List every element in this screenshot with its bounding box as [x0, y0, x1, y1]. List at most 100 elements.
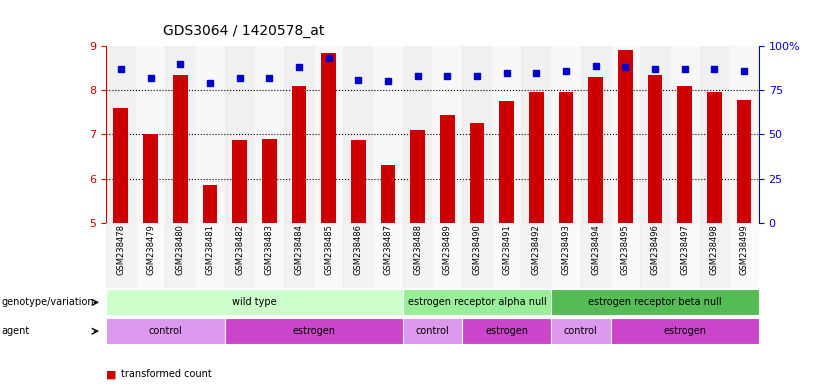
Bar	[173, 75, 188, 223]
Text: estrogen: estrogen	[292, 326, 335, 336]
Bar	[462, 223, 492, 288]
Bar	[618, 50, 632, 223]
Bar	[380, 166, 396, 223]
Bar	[462, 318, 551, 344]
Bar	[262, 139, 277, 223]
Bar	[255, 46, 284, 223]
Text: GSM238496: GSM238496	[650, 224, 659, 275]
Bar	[284, 46, 314, 223]
Text: estrogen receptor alpha null: estrogen receptor alpha null	[408, 297, 547, 307]
Bar	[284, 223, 314, 288]
Bar	[166, 46, 195, 223]
Text: estrogen: estrogen	[486, 326, 528, 336]
Bar	[551, 290, 759, 315]
Bar	[202, 185, 217, 223]
Bar	[469, 123, 485, 223]
Bar	[610, 318, 759, 344]
Text: GSM238499: GSM238499	[739, 224, 748, 275]
Text: GSM238492: GSM238492	[532, 224, 541, 275]
Bar	[373, 46, 403, 223]
Bar	[551, 318, 610, 344]
Text: GSM238488: GSM238488	[413, 224, 422, 275]
Text: GSM238495: GSM238495	[621, 224, 630, 275]
Text: GSM238498: GSM238498	[710, 224, 719, 275]
Bar	[373, 223, 403, 288]
Bar	[462, 46, 492, 223]
Bar	[699, 223, 730, 288]
Text: GSM238479: GSM238479	[146, 224, 155, 275]
Text: estrogen: estrogen	[663, 326, 706, 336]
Bar	[641, 223, 670, 288]
Bar	[440, 114, 455, 223]
Bar	[499, 101, 514, 223]
Text: control: control	[149, 326, 182, 336]
Bar	[730, 46, 759, 223]
Bar	[195, 46, 224, 223]
Text: GSM238482: GSM238482	[235, 224, 244, 275]
Bar	[106, 318, 224, 344]
Bar	[581, 223, 610, 288]
Bar	[106, 46, 135, 223]
Bar	[403, 46, 432, 223]
Bar	[135, 223, 166, 288]
Bar	[670, 46, 699, 223]
Bar	[403, 318, 462, 344]
Text: control: control	[564, 326, 597, 336]
Bar	[648, 75, 663, 223]
Bar	[166, 223, 195, 288]
Bar	[610, 223, 641, 288]
Bar	[670, 223, 699, 288]
Bar	[224, 223, 255, 288]
Bar	[344, 46, 373, 223]
Bar	[403, 290, 551, 315]
Text: GDS3064 / 1420578_at: GDS3064 / 1420578_at	[163, 25, 325, 38]
Bar	[255, 223, 284, 288]
Text: GSM238484: GSM238484	[295, 224, 304, 275]
Text: ■: ■	[106, 369, 117, 379]
Bar	[224, 46, 255, 223]
Bar	[529, 93, 543, 223]
Bar	[521, 46, 551, 223]
Bar	[559, 93, 574, 223]
Bar	[113, 108, 128, 223]
Bar	[195, 223, 224, 288]
Text: GSM238489: GSM238489	[443, 224, 452, 275]
Text: GSM238491: GSM238491	[502, 224, 511, 275]
Text: GSM238494: GSM238494	[591, 224, 601, 275]
Bar	[314, 223, 344, 288]
Text: agent: agent	[2, 326, 30, 336]
Bar	[432, 223, 462, 288]
Bar	[730, 223, 759, 288]
Text: GSM238486: GSM238486	[354, 224, 363, 275]
Bar	[588, 77, 603, 223]
Text: GSM238487: GSM238487	[384, 224, 392, 275]
Bar	[641, 46, 670, 223]
Text: estrogen receptor beta null: estrogen receptor beta null	[588, 297, 722, 307]
Bar	[233, 140, 247, 223]
Bar	[677, 86, 692, 223]
Text: GSM238490: GSM238490	[472, 224, 481, 275]
Text: control: control	[415, 326, 450, 336]
Bar	[106, 223, 135, 288]
Bar	[291, 86, 306, 223]
Bar	[344, 223, 373, 288]
Text: GSM238493: GSM238493	[561, 224, 570, 275]
Bar	[410, 130, 425, 223]
Text: transformed count: transformed count	[121, 369, 211, 379]
Text: GSM238478: GSM238478	[117, 224, 126, 275]
Text: GSM238497: GSM238497	[681, 224, 690, 275]
Bar	[403, 223, 432, 288]
Bar	[143, 134, 158, 223]
Bar	[492, 46, 521, 223]
Text: GSM238483: GSM238483	[264, 224, 274, 275]
Bar	[707, 93, 722, 223]
Bar	[106, 290, 403, 315]
Text: GSM238485: GSM238485	[324, 224, 333, 275]
Bar	[610, 46, 641, 223]
Bar	[314, 46, 344, 223]
Bar	[521, 223, 551, 288]
Bar	[224, 318, 403, 344]
Bar	[737, 100, 752, 223]
Bar	[492, 223, 521, 288]
Bar	[322, 53, 336, 223]
